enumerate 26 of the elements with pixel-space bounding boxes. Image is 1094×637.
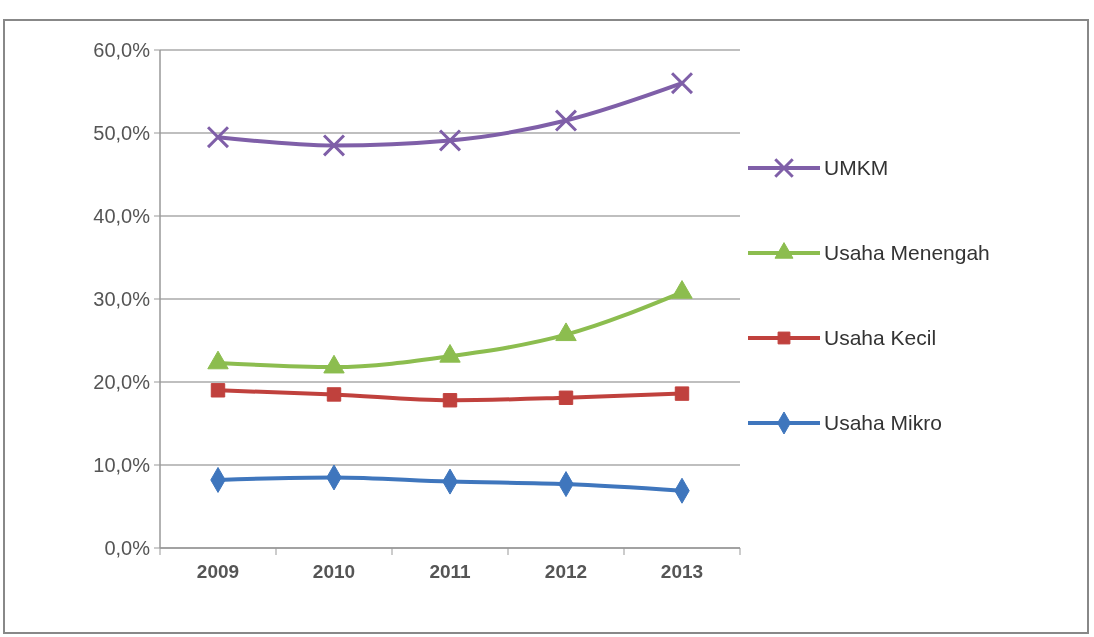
y-tick-label: 50,0% <box>93 122 151 144</box>
point <box>670 71 694 95</box>
x-tick-label: 2013 <box>660 561 704 582</box>
y-tick-label: 10,0% <box>93 454 151 476</box>
x-tick-label: 2010 <box>312 561 356 582</box>
point <box>322 134 346 157</box>
y-tick-label: 60,0% <box>93 39 151 61</box>
x-tick-label: 2011 <box>429 561 472 582</box>
point <box>442 393 458 408</box>
legend-label: UMKM <box>824 156 889 180</box>
point <box>210 383 226 398</box>
point <box>558 390 574 405</box>
x-tick-label: 2009 <box>196 561 240 582</box>
legend-label: Usaha Mikro <box>824 411 942 435</box>
y-tick-label: 20,0% <box>93 371 151 393</box>
x-tick-label: 2012 <box>544 561 588 582</box>
legend-label: Usaha Menengah <box>824 241 990 265</box>
point <box>206 125 230 149</box>
y-tick-label: 40,0% <box>93 205 151 227</box>
point <box>554 109 578 132</box>
point <box>438 129 462 152</box>
y-tick-label: 30,0% <box>93 288 151 310</box>
point <box>674 386 690 401</box>
y-tick-label: 0,0% <box>104 537 151 559</box>
legend-label: Usaha Kecil <box>824 326 937 350</box>
point <box>326 387 342 402</box>
